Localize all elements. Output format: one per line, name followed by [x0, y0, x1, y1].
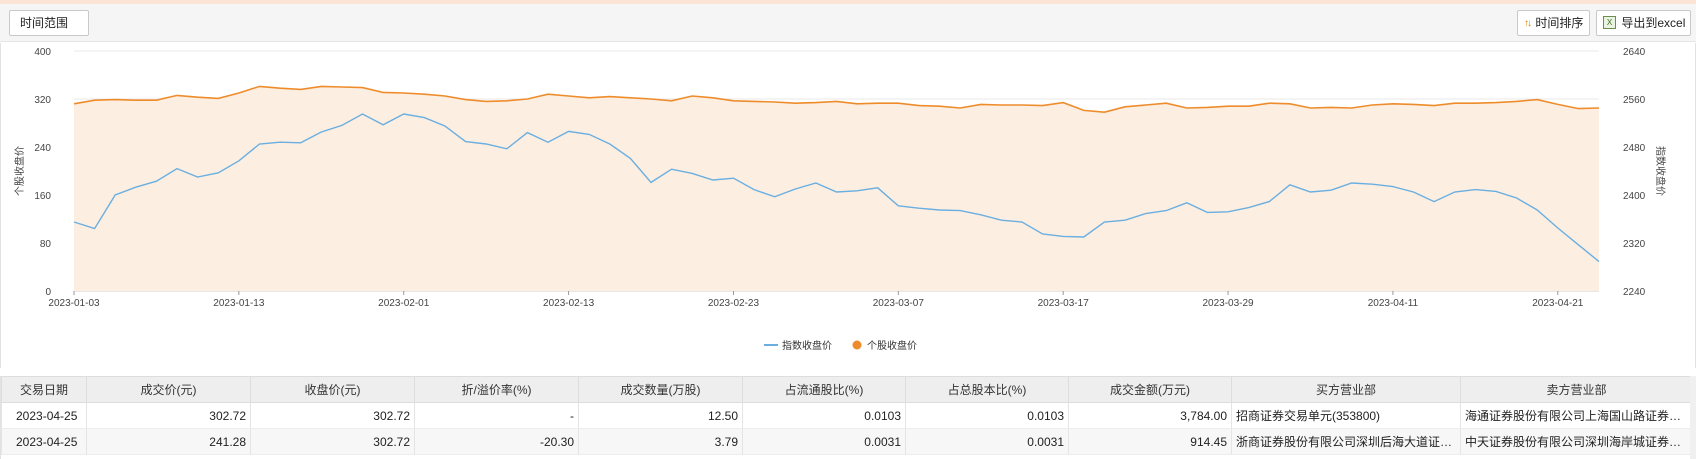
- left-axis-tick-label: 320: [34, 95, 51, 106]
- table-header-row: 交易日期 成交价(元) 收盘价(元) 折/溢价率(%) 成交数量(万股) 占流通…: [1, 376, 1693, 403]
- cell-deal-amount: 3,784.00: [1068, 402, 1232, 429]
- left-axis-tick-label: 0: [45, 287, 51, 298]
- cell-trade-date: 2023-04-25: [1, 402, 87, 429]
- cell-buyer-branch[interactable]: 浙商证券股份有限公司深圳后海大道证券营业部: [1231, 428, 1461, 455]
- header-close-price[interactable]: 收盘价(元): [250, 376, 415, 403]
- x-axis-tick-label: 2023-03-17: [1038, 298, 1090, 309]
- sort-icon: ↑↓: [1524, 17, 1532, 29]
- chart-area: 0 80 160 240 320 400 2240 2320 2400 2480 2560 2640 个…: [0, 43, 1696, 368]
- x-axis-tick-label: 2023-04-11: [1368, 298, 1419, 309]
- price-chart: 0 80 160 240 320 400 2240 2320 2400 2480 2560 2640 个…: [13, 47, 1667, 352]
- right-axis-tick-label: 2400: [1623, 191, 1646, 202]
- legend-stock-label: 个股收盘价: [867, 339, 917, 352]
- top-accent-rule: [0, 0, 1696, 4]
- export-excel-label: 导出到excel: [1621, 16, 1686, 30]
- x-axis-tick-label: 2023-01-03: [48, 298, 100, 309]
- time-range-button[interactable]: 时间范围: [9, 10, 89, 36]
- cell-seller-branch[interactable]: 海通证券股份有限公司上海国山路证券营业部: [1460, 402, 1693, 429]
- index-price-line: [73, 113, 1600, 263]
- left-axis-tick-label: 400: [34, 47, 51, 58]
- header-deal-volume[interactable]: 成交数量(万股): [578, 376, 743, 403]
- header-buyer-branch[interactable]: 买方营业部: [1231, 376, 1461, 403]
- x-axis-tick-label: 2023-02-01: [378, 298, 430, 309]
- right-axis-tick-label: 2480: [1623, 143, 1646, 154]
- table-row: 2023-04-25 241.28 302.72 -20.30 3.79 0.0…: [1, 428, 1693, 455]
- trade-table-wrapper: 交易日期 成交价(元) 收盘价(元) 折/溢价率(%) 成交数量(万股) 占流通…: [0, 376, 1696, 459]
- block-trade-table: 交易日期 成交价(元) 收盘价(元) 折/溢价率(%) 成交数量(万股) 占流通…: [1, 376, 1693, 455]
- cell-total-ratio: 0.0031: [905, 428, 1069, 455]
- header-premium-rate[interactable]: 折/溢价率(%): [414, 376, 579, 403]
- time-sort-button[interactable]: ↑↓ 时间排序: [1517, 10, 1590, 36]
- header-seller-branch[interactable]: 卖方营业部: [1460, 376, 1693, 403]
- cell-deal-amount: 914.45: [1068, 428, 1232, 455]
- time-sort-label: 时间排序: [1535, 16, 1584, 30]
- cell-close-price: 302.72: [250, 402, 415, 429]
- cell-premium-rate: -: [414, 402, 579, 429]
- cell-buyer-branch[interactable]: 招商证券交易单元(353800): [1231, 402, 1461, 429]
- left-axis-tick-label: 240: [34, 143, 51, 154]
- right-axis-tick-label: 2240: [1623, 287, 1646, 298]
- x-axis-tick-label: 2023-03-07: [873, 298, 925, 309]
- left-axis-tick-label: 80: [40, 239, 52, 250]
- header-deal-price[interactable]: 成交价(元): [86, 376, 251, 403]
- left-axis-tick-label: 160: [34, 191, 51, 202]
- header-float-ratio[interactable]: 占流通股比(%): [742, 376, 906, 403]
- x-axis-tick-label: 2023-02-23: [708, 298, 760, 309]
- table-row: 2023-04-25 302.72 302.72 - 12.50 0.0103 …: [1, 402, 1693, 429]
- right-axis-title: 指数收盘价: [1654, 146, 1667, 196]
- cell-total-ratio: 0.0103: [905, 402, 1069, 429]
- x-axis-tick-label: 2023-01-13: [213, 298, 265, 309]
- cell-deal-price: 302.72: [86, 402, 251, 429]
- cell-deal-volume: 3.79: [578, 428, 743, 455]
- x-axis-tick-label: 2023-03-29: [1202, 298, 1254, 309]
- cell-float-ratio: 0.0031: [742, 428, 906, 455]
- cell-seller-branch[interactable]: 中天证券股份有限公司深圳海岸城证券营业部: [1460, 428, 1693, 455]
- right-axis-tick-label: 2560: [1623, 95, 1646, 106]
- stock-price-line: [73, 85, 1600, 114]
- cell-close-price: 302.72: [250, 428, 415, 455]
- right-axis-tick-label: 2640: [1623, 47, 1646, 58]
- header-trade-date[interactable]: 交易日期: [1, 376, 87, 403]
- cell-deal-price: 241.28: [86, 428, 251, 455]
- toolbar: 时间范围 ↑↓ 时间排序 X 导出到excel: [0, 4, 1696, 42]
- excel-icon: X: [1603, 16, 1616, 30]
- x-axis-tick-label: 2023-02-13: [543, 298, 595, 309]
- header-total-ratio[interactable]: 占总股本比(%): [905, 376, 1069, 403]
- cell-trade-date: 2023-04-25: [1, 428, 87, 455]
- stock-price-area: [74, 86, 1599, 292]
- cell-float-ratio: 0.0103: [742, 402, 906, 429]
- header-deal-amount[interactable]: 成交金额(万元): [1068, 376, 1232, 403]
- cell-deal-volume: 12.50: [578, 402, 743, 429]
- left-axis-title: 个股收盘价: [13, 146, 26, 196]
- table-scrollbar[interactable]: [1690, 376, 1696, 459]
- right-axis-tick-label: 2320: [1623, 239, 1646, 250]
- legend-index-label: 指数收盘价: [782, 339, 832, 352]
- export-excel-button[interactable]: X 导出到excel: [1596, 10, 1691, 36]
- x-axis-tick-label: 2023-04-21: [1532, 298, 1584, 309]
- time-range-label: 时间范围: [20, 16, 69, 30]
- cell-premium-rate: -20.30: [414, 428, 579, 455]
- legend-stock-swatch: [852, 340, 862, 350]
